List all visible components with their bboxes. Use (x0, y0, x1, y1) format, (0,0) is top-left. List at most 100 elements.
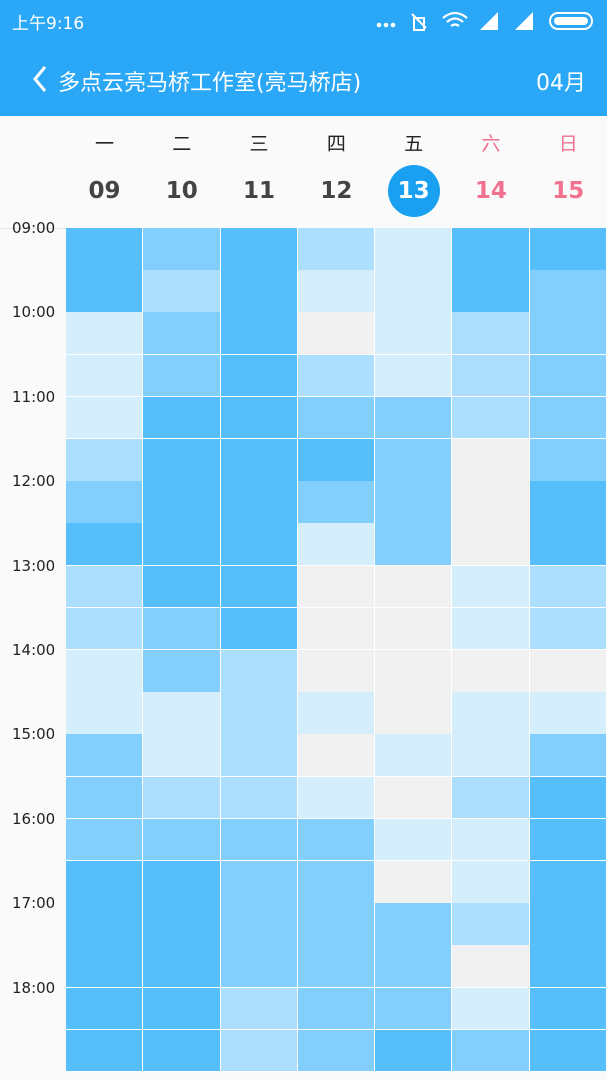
date-label[interactable]: 14 (474, 178, 507, 204)
time-slot[interactable] (375, 523, 453, 567)
time-slot[interactable] (529, 565, 607, 609)
time-slot[interactable] (297, 1029, 376, 1073)
time-slot[interactable] (143, 354, 221, 398)
time-slot[interactable] (66, 692, 144, 735)
time-slot[interactable] (375, 692, 453, 735)
time-slot[interactable] (529, 396, 607, 440)
time-slot[interactable] (375, 903, 453, 946)
time-slot[interactable] (375, 565, 453, 609)
time-slot[interactable] (66, 565, 144, 609)
time-slot[interactable] (143, 1029, 221, 1073)
time-slot[interactable] (297, 523, 376, 567)
time-slot[interactable] (297, 692, 376, 735)
time-slot[interactable] (220, 312, 298, 356)
time-slot[interactable] (66, 607, 144, 651)
time-slot[interactable] (143, 861, 221, 904)
time-slot[interactable] (375, 861, 453, 904)
time-slot[interactable] (66, 228, 144, 271)
time-slot[interactable] (143, 818, 221, 862)
time-slot[interactable] (452, 312, 530, 356)
date-label[interactable]: 09 (88, 178, 121, 204)
time-slot[interactable] (452, 439, 530, 482)
time-slot[interactable] (66, 861, 144, 904)
time-slot[interactable] (220, 734, 298, 778)
time-slot[interactable] (220, 903, 298, 946)
time-slot[interactable] (220, 354, 298, 398)
time-slot[interactable] (529, 734, 607, 778)
time-slot[interactable] (375, 312, 453, 356)
time-slot[interactable] (452, 565, 530, 609)
time-slot[interactable] (452, 945, 530, 989)
time-slot[interactable] (297, 228, 376, 271)
time-slot[interactable] (143, 903, 221, 946)
time-slot[interactable] (66, 270, 144, 313)
time-slot[interactable] (66, 1029, 144, 1073)
time-slot[interactable] (297, 650, 376, 693)
time-slot[interactable] (220, 565, 298, 609)
time-slot[interactable] (375, 607, 453, 651)
time-slot[interactable] (66, 312, 144, 356)
time-slot[interactable] (452, 607, 530, 651)
time-slot[interactable] (529, 945, 607, 989)
time-slot[interactable] (143, 481, 221, 524)
time-slot[interactable] (452, 903, 530, 946)
time-slot[interactable] (66, 776, 144, 820)
time-slot[interactable] (220, 776, 298, 820)
time-slot[interactable] (529, 523, 607, 567)
time-slot[interactable] (220, 650, 298, 693)
time-slot[interactable] (220, 481, 298, 524)
time-slot[interactable] (220, 861, 298, 904)
time-slot[interactable] (452, 987, 530, 1031)
time-slot[interactable] (220, 945, 298, 989)
time-slot[interactable] (143, 396, 221, 440)
time-slot[interactable] (529, 228, 607, 271)
time-slot[interactable] (297, 818, 376, 862)
time-slot[interactable] (220, 1029, 298, 1073)
time-slot[interactable] (375, 228, 453, 271)
time-slot[interactable] (375, 439, 453, 482)
time-slot[interactable] (297, 354, 376, 398)
time-slot[interactable] (452, 861, 530, 904)
time-slot[interactable] (375, 987, 453, 1031)
time-slot[interactable] (375, 818, 453, 862)
time-slot[interactable] (452, 270, 530, 313)
time-slot[interactable] (220, 439, 298, 482)
time-slot[interactable] (220, 270, 298, 313)
time-slot[interactable] (143, 987, 221, 1031)
time-slot[interactable] (529, 776, 607, 820)
time-slot[interactable] (452, 354, 530, 398)
time-slot[interactable] (297, 903, 376, 946)
time-slot[interactable] (529, 607, 607, 651)
time-slot[interactable] (452, 523, 530, 567)
time-slot[interactable] (452, 650, 530, 693)
time-slot[interactable] (452, 396, 530, 440)
time-slot[interactable] (529, 481, 607, 524)
time-slot[interactable] (375, 776, 453, 820)
time-slot[interactable] (529, 861, 607, 904)
time-slot[interactable] (66, 987, 144, 1031)
time-slot[interactable] (297, 396, 376, 440)
time-slot[interactable] (143, 523, 221, 567)
time-slot[interactable] (220, 396, 298, 440)
back-button[interactable] (30, 64, 50, 94)
time-slot[interactable] (220, 987, 298, 1031)
time-slot[interactable] (297, 607, 376, 651)
time-slot[interactable] (143, 439, 221, 482)
time-slot[interactable] (452, 228, 530, 271)
time-slot[interactable] (375, 354, 453, 398)
time-slot[interactable] (143, 565, 221, 609)
time-slot[interactable] (529, 903, 607, 946)
time-slot[interactable] (375, 650, 453, 693)
time-slot[interactable] (297, 565, 376, 609)
time-slot[interactable] (143, 650, 221, 693)
time-slot[interactable] (220, 692, 298, 735)
time-slot[interactable] (529, 270, 607, 313)
time-slot[interactable] (297, 270, 376, 313)
time-slot[interactable] (529, 312, 607, 356)
time-slot[interactable] (452, 776, 530, 820)
time-slot[interactable] (220, 523, 298, 567)
time-slot[interactable] (297, 861, 376, 904)
date-label[interactable]: 10 (165, 178, 198, 204)
time-slot[interactable] (297, 734, 376, 778)
time-slot[interactable] (66, 903, 144, 946)
